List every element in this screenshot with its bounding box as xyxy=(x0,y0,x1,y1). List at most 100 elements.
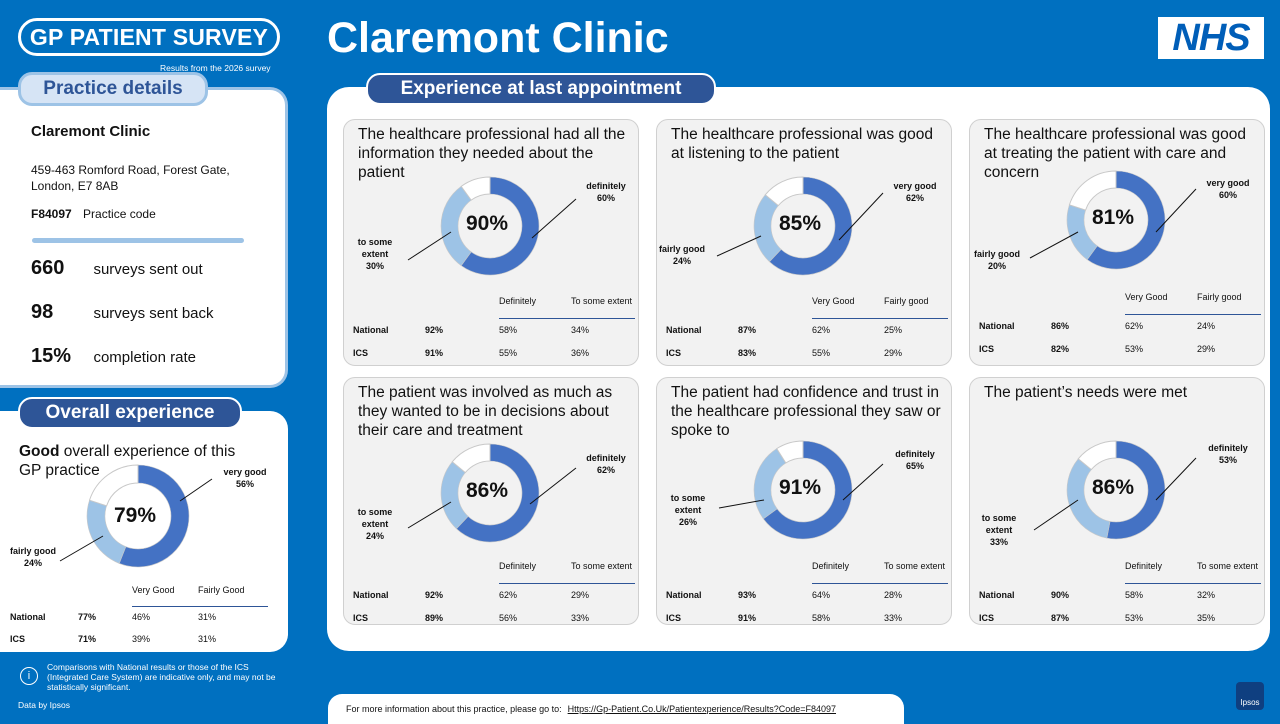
row-value-2: 24% xyxy=(1197,320,1216,331)
card-donut-chart xyxy=(440,176,540,276)
comparison-footnote: Comparisons with National results or tho… xyxy=(47,662,276,692)
gp-patient-survey-logo: GP PATIENT SURVEY xyxy=(18,18,280,56)
primary-segment xyxy=(460,176,540,276)
survey-subtitle: Results from the 2026 survey xyxy=(160,63,271,73)
card-leader-lines xyxy=(407,198,577,261)
card-donut-chart xyxy=(753,176,853,276)
sent-back-value: 98 xyxy=(31,301,54,323)
table-header-row: Definitely To some extent xyxy=(353,549,635,584)
info-icon: i xyxy=(20,667,38,685)
row-label: National xyxy=(666,324,702,335)
experience-card: The healthcare professional had all the … xyxy=(343,119,639,366)
row-label: ICS xyxy=(979,612,995,623)
sent-out-value: 660 xyxy=(31,257,65,279)
remaining-segment xyxy=(1068,170,1117,211)
row-total: 77% xyxy=(78,612,97,622)
card-percent: 85% xyxy=(779,212,822,235)
table-header-row: Very Good Fairly good xyxy=(666,284,948,319)
card-title: The healthcare professional had all the … xyxy=(358,126,626,181)
completion-label: completion rate xyxy=(93,349,197,366)
table-row: ICS 71% 39% 31% xyxy=(10,628,268,650)
row-value-2: 28% xyxy=(884,589,903,600)
experience-card: The patient’s needs were met 86% definit… xyxy=(969,377,1265,625)
remaining-segment xyxy=(1077,440,1117,471)
col-header-1: Very Good xyxy=(132,575,198,607)
row-total: 89% xyxy=(425,612,444,623)
row-label: ICS xyxy=(979,343,995,354)
table-header-row: Very Good Fairly Good xyxy=(10,575,268,607)
leader-line-secondary xyxy=(718,499,765,509)
leader-line-primary xyxy=(842,463,884,501)
row-total: 91% xyxy=(738,612,757,623)
row-label: National xyxy=(979,589,1015,600)
overall-leader-lines xyxy=(59,478,213,562)
sent-back-row: 98 surveys sent back xyxy=(31,301,271,324)
row-total: 93% xyxy=(738,589,757,600)
row-value-2: 31% xyxy=(198,612,217,623)
sent-out-label: surveys sent out xyxy=(93,261,203,278)
card-label-secondary: to some extent 24% xyxy=(357,507,393,541)
remaining-segment xyxy=(451,443,491,474)
card-label-primary: definitely 62% xyxy=(586,453,626,475)
table-header-row: Definitely To some extent xyxy=(666,549,948,584)
sent-back-label: surveys sent back xyxy=(93,305,214,322)
leader-line-primary xyxy=(529,467,577,505)
table-row: National 77% 46% 31% xyxy=(10,606,268,628)
completion-row: 15% completion rate xyxy=(31,345,271,368)
card-leader-lines xyxy=(407,467,577,529)
overall-donut-svg xyxy=(86,464,190,568)
remaining-segment xyxy=(460,176,491,201)
card-label-primary: very good 62% xyxy=(893,181,937,203)
row-value-1: 39% xyxy=(132,634,151,644)
practice-code-row: F84097 Practice code xyxy=(31,207,156,221)
row-value-2: 25% xyxy=(884,324,903,335)
card-comparison-table: Definitely To some extent National 90% 5… xyxy=(979,549,1261,629)
card-donut-svg xyxy=(440,176,540,276)
card-title: The patient had confidence and trust in … xyxy=(671,384,941,439)
card-label-secondary: fairly good 20% xyxy=(973,249,1020,271)
overall-title: Good overall experience of this GP pract… xyxy=(19,442,259,480)
leader-line-primary xyxy=(179,478,213,502)
card-donut-chart xyxy=(1066,440,1166,540)
card-label-primary: definitely 65% xyxy=(895,449,935,471)
card-donut-svg xyxy=(440,443,540,543)
leader-line-secondary xyxy=(407,501,452,529)
row-total: 92% xyxy=(425,589,444,600)
table-row: ICS 91% 58% 33% xyxy=(666,606,948,629)
row-value-1: 58% xyxy=(1125,589,1144,600)
practice-link[interactable]: Https://Gp-Patient.Co.Uk/Patientexperien… xyxy=(567,704,837,714)
row-value-1: 62% xyxy=(1125,320,1144,331)
remaining-segment xyxy=(88,464,139,507)
overall-label-fairly-good: fairly good 24% xyxy=(9,546,56,568)
card-title: The patient’s needs were met xyxy=(984,384,1188,401)
primary-segment xyxy=(769,176,853,276)
row-total: 83% xyxy=(738,347,757,358)
leader-line-secondary xyxy=(59,535,104,562)
card-label-secondary: to some extent 26% xyxy=(670,493,706,527)
col-header-2: Fairly good xyxy=(884,284,948,319)
leader-line-secondary xyxy=(407,231,452,261)
row-label: National xyxy=(353,589,389,600)
col-header-1: Definitely xyxy=(812,549,884,584)
primary-segment xyxy=(118,464,190,568)
card-donut-svg xyxy=(1066,170,1166,270)
overall-experience-heading: Overall experience xyxy=(18,397,242,429)
card-leader-lines xyxy=(716,192,884,257)
row-label: National xyxy=(353,324,389,335)
card-comparison-table: Very Good Fairly good National 86% 62% 2… xyxy=(979,280,1261,360)
practice-address: 459-463 Romford Road, Forest Gate, Londo… xyxy=(31,162,230,194)
practice-details-heading: Practice details xyxy=(18,72,208,106)
card-donut-svg xyxy=(1066,440,1166,540)
col-header-2: To some extent xyxy=(1197,549,1261,584)
row-label: National xyxy=(10,612,46,622)
card-comparison-table: Definitely To some extent National 92% 6… xyxy=(353,549,635,629)
experience-card: The healthcare professional was good at … xyxy=(656,119,952,366)
more-info-bar: For more information about this practice… xyxy=(328,694,904,724)
leader-line-secondary xyxy=(1029,231,1079,259)
table-row: ICS 91% 55% 36% xyxy=(353,341,635,364)
card-percent: 81% xyxy=(1092,206,1135,229)
practice-code-label: Practice code xyxy=(83,207,156,221)
practice-code-value: F84097 xyxy=(31,207,72,221)
leader-line-secondary xyxy=(716,235,762,257)
row-value-2: 33% xyxy=(884,612,903,623)
